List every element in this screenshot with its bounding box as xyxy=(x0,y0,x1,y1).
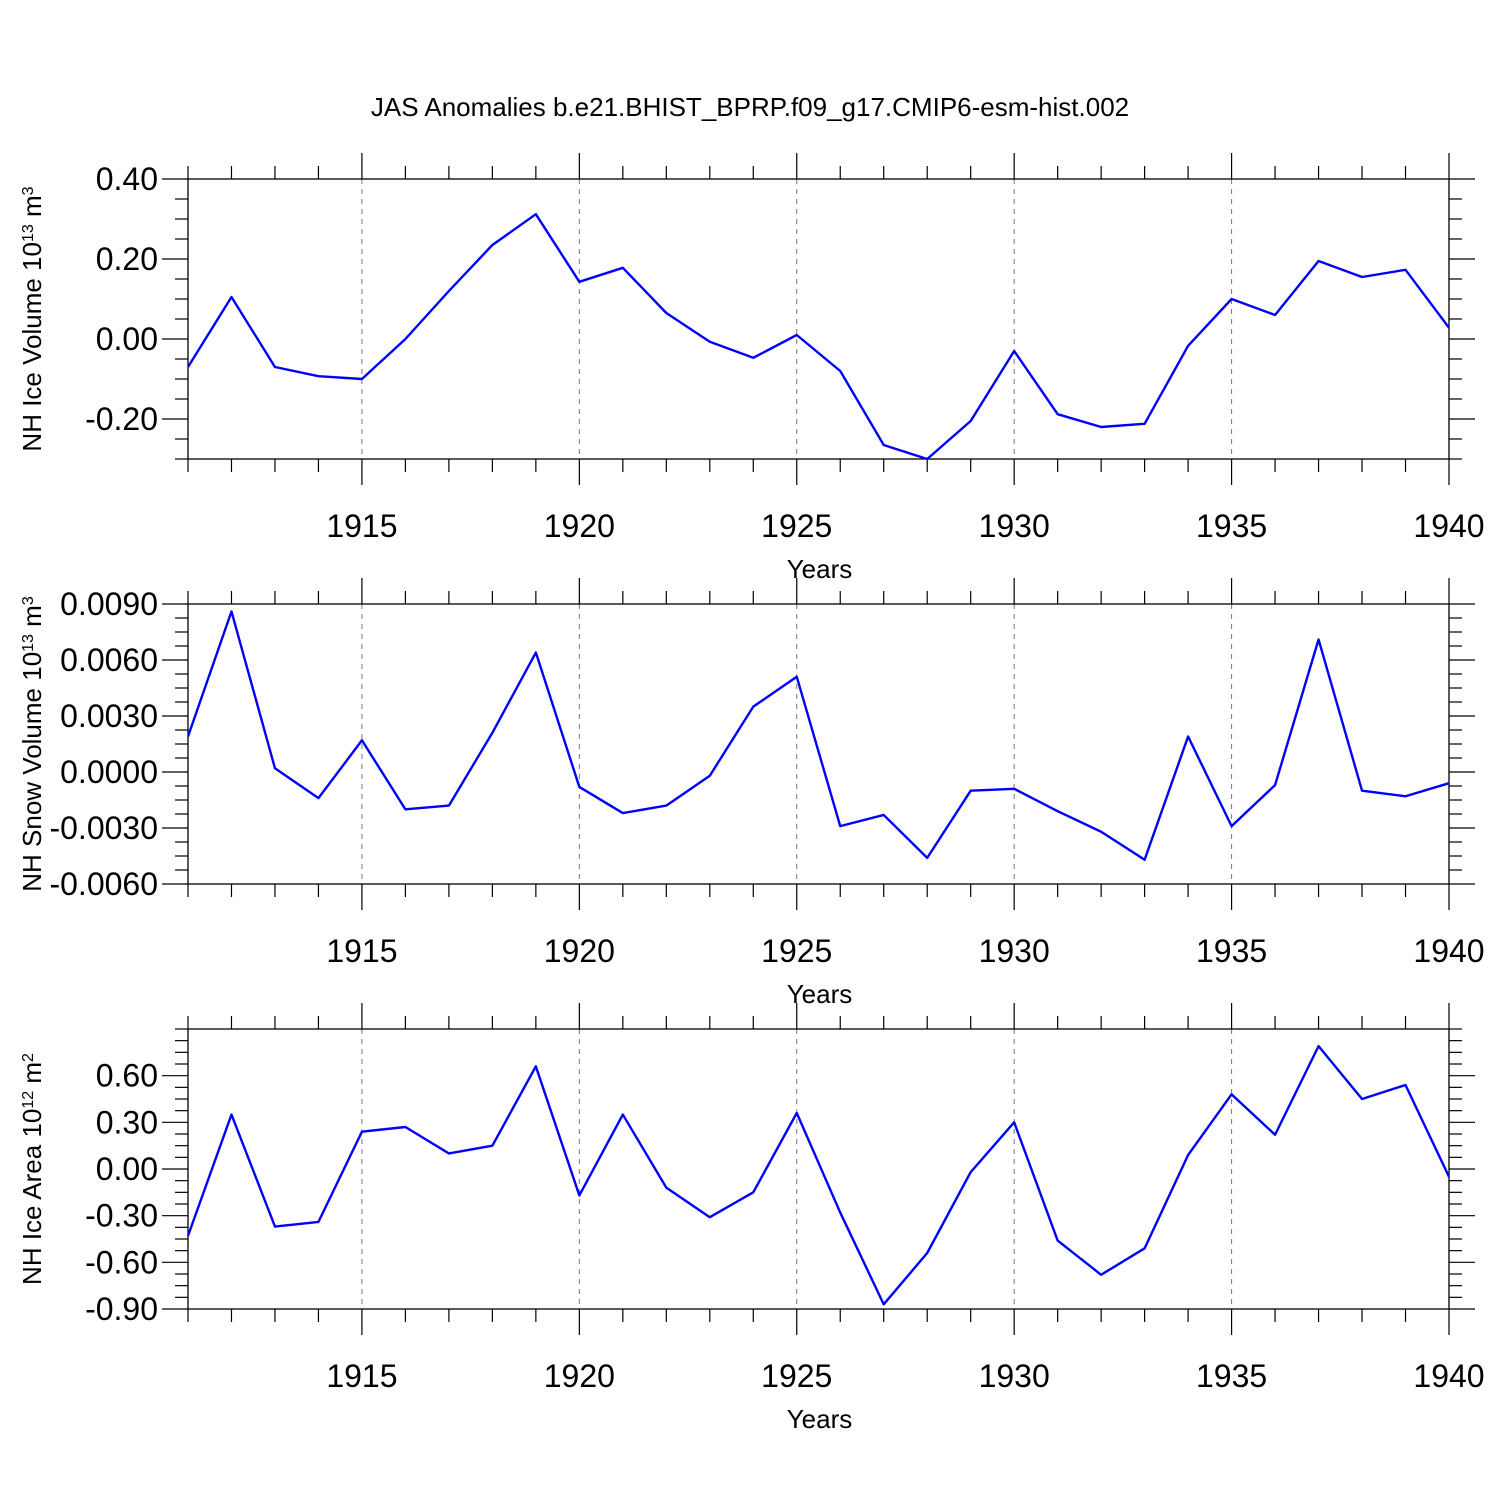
y-axis-label-text: m xyxy=(17,1062,47,1091)
y-axis-label-text: NH Snow Volume 10 xyxy=(17,652,47,892)
x-tick-label: 1935 xyxy=(1196,933,1267,969)
y-axis-label-text: m xyxy=(17,605,47,634)
plot-frame xyxy=(187,178,1450,460)
x-tick-label: 1925 xyxy=(761,508,832,544)
y-tick-label: 0.0030 xyxy=(60,698,158,734)
x-axis-label: Years xyxy=(787,979,853,1009)
y-tick-label: 0.00 xyxy=(96,1151,158,1187)
x-tick-label: 1920 xyxy=(544,933,615,969)
panel-2: -0.0060 -0.0030 0.0000 0.0030 0.0060 0.0090 19… xyxy=(17,578,1485,1009)
x-tick-label: 1940 xyxy=(1413,1358,1484,1394)
x-axis-label: Years xyxy=(787,554,853,584)
x-tick-label: 1935 xyxy=(1196,508,1267,544)
x-tick-label: 1925 xyxy=(761,933,832,969)
y-axis-label-superscript: 13 xyxy=(20,224,37,242)
x-tick-label: 1920 xyxy=(544,508,615,544)
x-tick-label: 1930 xyxy=(979,933,1050,969)
y-tick-label: 0.0090 xyxy=(60,586,158,622)
x-tick-label: 1940 xyxy=(1413,933,1484,969)
y-tick-label: -0.20 xyxy=(85,401,158,437)
y-tick-label: 0.30 xyxy=(96,1104,158,1140)
y-axis-label-superscript: 13 xyxy=(20,634,37,652)
y-axis-label-superscript: 3 xyxy=(20,186,37,195)
y-axis-label: NH Ice Area 1012 m2 xyxy=(17,1053,47,1285)
x-tick-label: 1915 xyxy=(326,933,397,969)
x-axis-label: Years xyxy=(787,1404,853,1434)
y-axis-label-superscript: 2 xyxy=(20,1053,37,1062)
x-tick-label: 1935 xyxy=(1196,1358,1267,1394)
series-line xyxy=(188,1044,1449,1306)
y-tick-label: 0.0060 xyxy=(60,642,158,678)
y-axis-label-text: NH Ice Area 10 xyxy=(17,1109,47,1285)
y-tick-label: 0.60 xyxy=(96,1058,158,1094)
x-tick-label: 1915 xyxy=(326,1358,397,1394)
x-tick-label: 1915 xyxy=(326,508,397,544)
x-tick-label: 1930 xyxy=(979,1358,1050,1394)
y-tick-label: -0.30 xyxy=(85,1198,158,1234)
x-tick-label: 1930 xyxy=(979,508,1050,544)
y-axis-label: NH Snow Volume 1013 m3 xyxy=(17,596,47,892)
y-axis-label-superscript: 3 xyxy=(20,596,37,605)
y-tick-label: -0.90 xyxy=(85,1291,158,1327)
panel-3: -0.90 -0.60 -0.30 0.00 0.30 0.60 1915 1920 1925 1… xyxy=(17,1003,1485,1434)
plot-frame xyxy=(187,1028,1450,1310)
panels: -0.20 0.00 0.20 0.40 1915 1920 1925 1930 1935 194… xyxy=(17,153,1485,1434)
plot-frame xyxy=(187,603,1450,885)
x-tick-label: 1940 xyxy=(1413,508,1484,544)
y-tick-label: 0.00 xyxy=(96,321,158,357)
y-axis-label-text: m xyxy=(17,195,47,224)
y-tick-label: -0.60 xyxy=(85,1244,158,1280)
x-tick-label: 1925 xyxy=(761,1358,832,1394)
y-axis-label-text: NH Ice Volume 10 xyxy=(17,242,47,452)
x-tick-label: 1920 xyxy=(544,1358,615,1394)
y-axis-label: NH Ice Volume 1013 m3 xyxy=(17,186,47,451)
y-tick-label: 0.40 xyxy=(96,161,158,197)
y-tick-label: 0.20 xyxy=(96,241,158,277)
y-axis-label-superscript: 12 xyxy=(20,1091,37,1109)
y-tick-label: -0.0030 xyxy=(49,810,158,846)
y-tick-label: -0.0060 xyxy=(49,866,158,902)
series-line xyxy=(188,212,1449,460)
y-tick-label: 0.0000 xyxy=(60,754,158,790)
series-line xyxy=(188,610,1449,861)
figure-title: JAS Anomalies b.e21.BHIST_BPRP.f09_g17.C… xyxy=(371,92,1129,122)
panel-1: -0.20 0.00 0.20 0.40 1915 1920 1925 1930 1935 194… xyxy=(17,153,1485,584)
